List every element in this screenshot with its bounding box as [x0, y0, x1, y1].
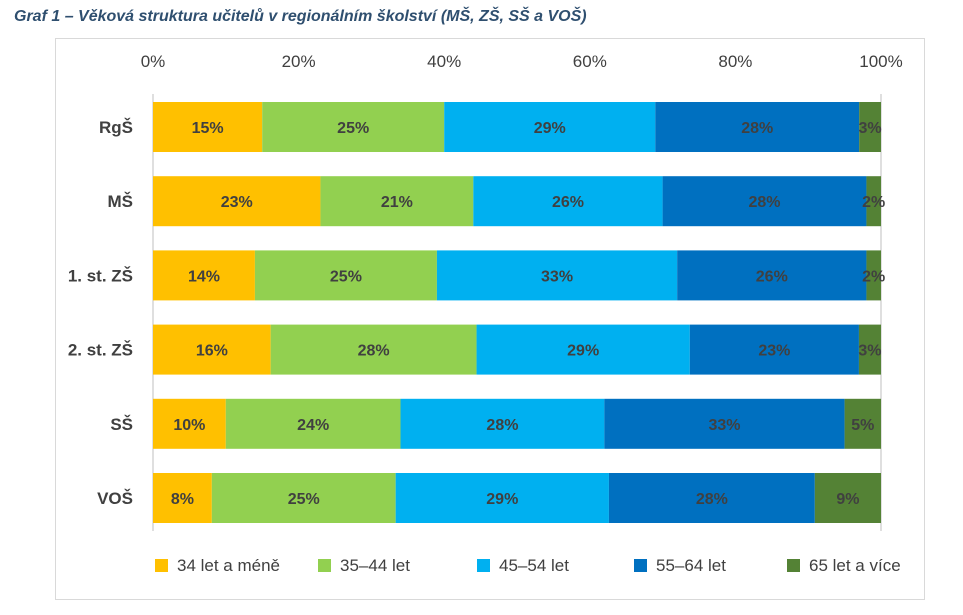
- legend-swatch: [155, 559, 168, 572]
- bar-segment: [689, 324, 859, 375]
- data-label: 29%: [486, 491, 518, 508]
- bar-segment: [270, 324, 477, 375]
- legend-label: 35–44 let: [340, 556, 410, 575]
- bar-segment: [662, 176, 867, 227]
- bar-segment: [677, 250, 867, 301]
- x-tick-label: 100%: [859, 52, 902, 71]
- data-label: 28%: [358, 343, 390, 360]
- data-label: 29%: [567, 343, 599, 360]
- x-tick-label: 40%: [427, 52, 461, 71]
- category-label: RgŠ: [99, 118, 133, 137]
- legend-swatch: [477, 559, 490, 572]
- bar-segment: [473, 176, 663, 227]
- bar-segment: [254, 250, 437, 301]
- data-label: 15%: [192, 120, 224, 137]
- data-label: 25%: [288, 491, 320, 508]
- bar-segment: [153, 102, 263, 152]
- category-label: SŠ: [110, 415, 133, 434]
- data-label: 9%: [836, 491, 859, 508]
- bar-segment: [153, 473, 212, 523]
- bar-segment: [655, 102, 860, 152]
- bar-segment: [436, 250, 678, 301]
- x-tick-label: 0%: [141, 52, 166, 71]
- data-label: 28%: [741, 120, 773, 137]
- data-label: 28%: [749, 194, 781, 211]
- data-label: 2%: [862, 268, 885, 285]
- bar-segment: [320, 176, 474, 227]
- x-tick-label: 60%: [573, 52, 607, 71]
- bar-segment: [814, 473, 881, 523]
- data-label: 23%: [221, 194, 253, 211]
- data-label: 8%: [171, 491, 194, 508]
- bar-segment: [225, 398, 401, 449]
- data-label: 3%: [858, 343, 881, 360]
- bar-segment: [604, 398, 845, 449]
- legend-label: 55–64 let: [656, 556, 726, 575]
- data-label: 5%: [851, 417, 874, 434]
- x-tick-label: 80%: [718, 52, 752, 71]
- chart-title: Graf 1 – Věková struktura učitelů v regi…: [14, 8, 587, 25]
- bar-segment: [400, 398, 605, 449]
- bar-segment: [444, 102, 656, 152]
- bar-segment: [153, 176, 321, 227]
- data-label: 28%: [696, 491, 728, 508]
- bar-segment: [476, 324, 690, 375]
- bar-segment: [262, 102, 445, 152]
- data-label: 16%: [196, 343, 228, 360]
- category-label: VOŠ: [97, 489, 133, 508]
- bar-segment: [395, 473, 609, 523]
- data-label: 10%: [173, 417, 205, 434]
- labels-layer: 15% 25% 29% 28% 3% 23% 21% 26% 28% 2% 14% 25% 33% 26%…: [171, 120, 885, 508]
- category-label: 1. st. ZŠ: [68, 266, 133, 285]
- data-label: 33%: [708, 417, 740, 434]
- data-label: 33%: [541, 268, 573, 285]
- data-label: 3%: [859, 120, 882, 137]
- legend-swatch: [787, 559, 800, 572]
- legend-label: 65 let a více: [809, 556, 901, 575]
- data-label: 29%: [534, 120, 566, 137]
- data-label: 14%: [188, 268, 220, 285]
- bar-segment: [844, 398, 881, 449]
- bar-segment: [153, 324, 271, 375]
- category-label: 2. st. ZŠ: [68, 341, 133, 360]
- bar-segment: [859, 102, 881, 152]
- bar-segment: [153, 250, 255, 301]
- category-label: MŠ: [108, 192, 134, 211]
- bar-segment: [866, 250, 881, 301]
- legend: 34 let a méně 35–44 let 45–54 let 55–64 let…: [155, 556, 901, 575]
- data-label: 21%: [381, 194, 413, 211]
- bar-segment: [153, 398, 226, 449]
- bar-segment: [858, 324, 881, 375]
- data-label: 24%: [297, 417, 329, 434]
- data-label: 28%: [486, 417, 518, 434]
- data-label: 2%: [862, 194, 885, 211]
- data-label: 23%: [758, 343, 790, 360]
- legend-label: 34 let a méně: [177, 556, 280, 575]
- bar-segment: [608, 473, 815, 523]
- data-label: 25%: [337, 120, 369, 137]
- legend-swatch: [318, 559, 331, 572]
- data-label: 26%: [756, 268, 788, 285]
- x-tick-label: 20%: [282, 52, 316, 71]
- bar-segment: [866, 176, 881, 227]
- data-label: 25%: [330, 268, 362, 285]
- axis-layer: 0% 20% 40% 60% 80% 100% RgŠ MŠ 1. st. ZŠ 2. st. Z…: [68, 52, 903, 531]
- legend-swatch: [634, 559, 647, 572]
- bars-layer: [153, 102, 881, 523]
- bar-segment: [211, 473, 396, 523]
- legend-label: 45–54 let: [499, 556, 569, 575]
- data-label: 26%: [552, 194, 584, 211]
